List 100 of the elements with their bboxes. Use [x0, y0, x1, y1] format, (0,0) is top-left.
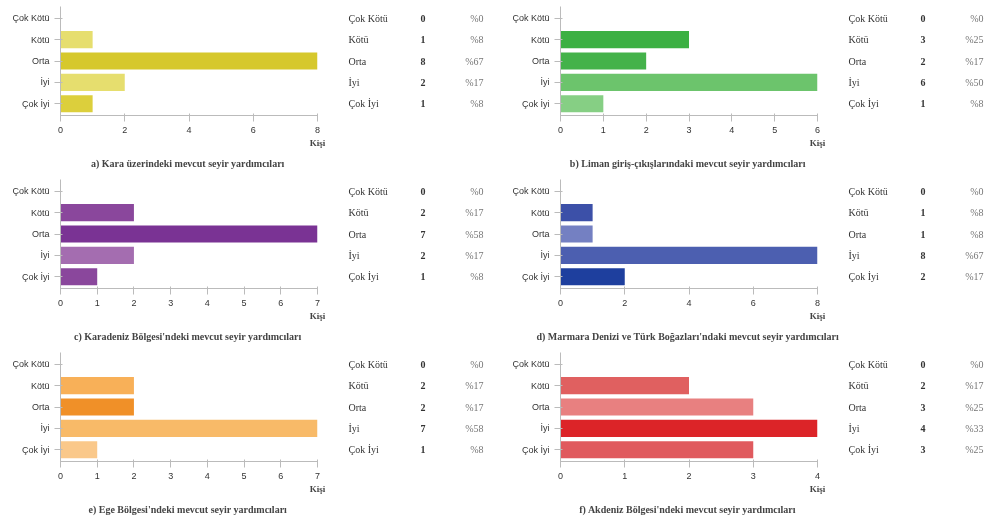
y-tick-label: Çok İyi — [21, 98, 50, 109]
data-label: 7 — [420, 228, 426, 240]
x-axis-title: Kişi — [309, 483, 326, 494]
x-tick-label: 0 — [558, 470, 564, 481]
x-axis-title: Kişi — [309, 137, 326, 148]
x-tick-label: 4 — [186, 124, 192, 135]
x-tick-label: 7 — [315, 470, 321, 481]
text: %8 — [970, 207, 984, 219]
y-tick-label: Çok Kötü — [12, 186, 50, 197]
text: a) Kara üzerindeki mevcut seyir yardımcıları — [90, 157, 285, 170]
category-label: İyi — [848, 249, 860, 261]
category-label: Kötü — [848, 207, 869, 219]
y-tick-label: İyi — [40, 423, 50, 434]
data-label: 0 — [920, 185, 926, 197]
y-tick-label: Çok İyi — [521, 271, 550, 282]
y-tick-label: Orta — [532, 56, 550, 66]
text: %50 — [965, 76, 984, 88]
category-label: İyi — [348, 249, 360, 261]
x-tick-label: 2 — [686, 470, 692, 481]
category-label: Kötü — [348, 207, 369, 219]
x-tick-label: 0 — [58, 297, 64, 308]
text: %25 — [965, 401, 984, 413]
y-tick-label: Orta — [32, 402, 50, 412]
text: %17 — [965, 271, 984, 283]
text: %0 — [470, 358, 484, 370]
data-label: 1 — [420, 444, 426, 456]
text: %8 — [470, 98, 484, 110]
category-label: Çok İyi — [848, 444, 879, 456]
y-tick-label: Çok İyi — [521, 444, 550, 455]
category-label: Çok İyi — [348, 444, 379, 456]
x-axis-title: Kişi — [809, 137, 826, 148]
data-label: 8 — [920, 249, 926, 261]
text: %0 — [970, 358, 984, 370]
text: %8 — [470, 271, 484, 283]
data-label: 2 — [920, 380, 926, 392]
x-tick-label: 4 — [815, 470, 821, 481]
y-tick-label: Çok Kötü — [512, 186, 550, 197]
category-label: Kötü — [348, 34, 369, 46]
x-tick-label: 2 — [622, 297, 628, 308]
y-tick-label: İyi — [40, 77, 50, 88]
category-label: Çok Kötü — [848, 185, 888, 197]
y-tick-label: İyi — [40, 250, 50, 261]
text: d) Marmara Denizi ve Türk Boğazları'ndaki mevcut seyir yardımcıları — [536, 330, 839, 343]
text: %33 — [965, 422, 984, 434]
y-tick-label: Çok İyi — [21, 444, 50, 455]
category-label: Çok İyi — [848, 271, 879, 283]
x-tick-label: 2 — [131, 297, 137, 308]
y-tick-label: Orta — [532, 229, 550, 239]
text: %17 — [465, 76, 484, 88]
data-label: 2 — [420, 380, 426, 392]
text: %17 — [965, 55, 984, 67]
data-label: 1 — [420, 34, 426, 46]
x-tick-label: 0 — [58, 124, 64, 135]
category-label: Çok İyi — [348, 271, 379, 283]
x-tick-label: 3 — [168, 297, 174, 308]
category-label: Kötü — [848, 380, 869, 392]
category-label: Çok Kötü — [348, 358, 388, 370]
category-label: İyi — [348, 76, 360, 88]
x-tick-label: 1 — [622, 470, 628, 481]
y-tick-label: Çok Kötü — [12, 359, 50, 370]
x-tick-label: 5 — [241, 297, 247, 308]
text: %17 — [465, 401, 484, 413]
category-label: Çok Kötü — [848, 12, 888, 24]
category-label: Orta — [348, 55, 367, 67]
y-tick-label: Orta — [32, 56, 50, 66]
x-tick-label: 3 — [168, 470, 174, 481]
data-label: 0 — [420, 358, 426, 370]
text: %58 — [465, 422, 484, 434]
data-label: 1 — [920, 207, 926, 219]
y-tick-label: Çok Kötü — [12, 13, 50, 24]
category-label: Orta — [848, 228, 867, 240]
category-label: Kötü — [348, 380, 369, 392]
category-label: İyi — [348, 422, 360, 434]
y-tick-label: Kötü — [30, 207, 50, 218]
text: %0 — [470, 185, 484, 197]
category-label: Orta — [348, 401, 367, 413]
x-tick-label: 1 — [600, 124, 606, 135]
data-label: 2 — [920, 55, 926, 67]
data-label: 2 — [420, 76, 426, 88]
y-tick-label: Kötü — [530, 207, 550, 218]
text: e) Ege Bölgesi'ndeki mevcut seyir yardımcıları — [88, 503, 288, 516]
x-axis-title: Kişi — [809, 310, 826, 321]
x-tick-label: 8 — [815, 297, 821, 308]
x-tick-label: 6 — [278, 470, 284, 481]
category-label: Orta — [848, 55, 867, 67]
data-label: 3 — [920, 34, 926, 46]
y-tick-label: Kötü — [530, 34, 550, 45]
category-label: Çok İyi — [848, 98, 879, 110]
x-tick-label: 4 — [204, 470, 210, 481]
category-label: Orta — [348, 228, 367, 240]
category-label: Orta — [848, 401, 867, 413]
x-tick-label: 0 — [558, 124, 564, 135]
category-label: Çok Kötü — [348, 185, 388, 197]
y-tick-label: İyi — [540, 423, 550, 434]
data-label: 0 — [420, 185, 426, 197]
text: %8 — [970, 98, 984, 110]
y-tick-label: Çok Kötü — [512, 359, 550, 370]
y-tick-label: İyi — [540, 77, 550, 88]
text: %67 — [965, 249, 984, 261]
x-tick-label: 8 — [315, 124, 321, 135]
